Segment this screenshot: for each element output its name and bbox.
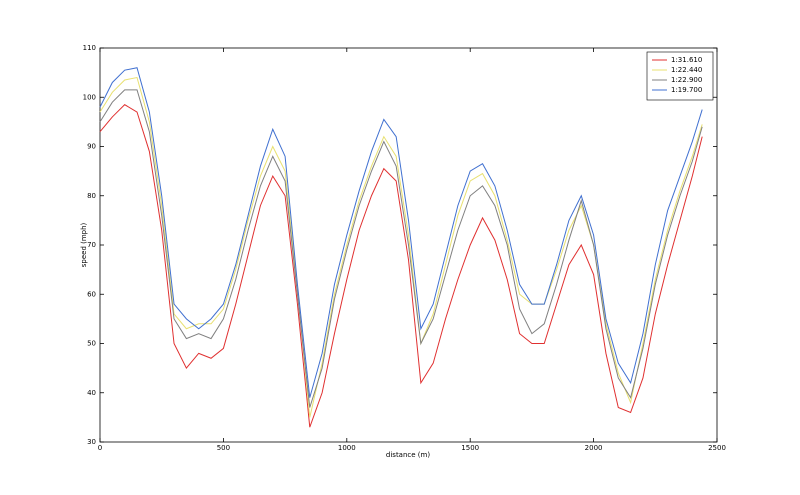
y-tick-label: 70 <box>87 241 96 249</box>
y-tick-label: 60 <box>87 290 96 298</box>
x-tick-label: 2500 <box>708 444 726 452</box>
y-tick-label: 80 <box>87 192 96 200</box>
legend-label: 1:22.900 <box>671 76 702 84</box>
x-tick-label: 1000 <box>338 444 356 452</box>
y-tick-label: 50 <box>87 340 96 348</box>
y-tick-label: 30 <box>87 438 96 446</box>
legend-label: 1:22.440 <box>671 66 702 74</box>
legend-label: 1:31.610 <box>671 56 702 64</box>
y-tick-label: 90 <box>87 143 96 151</box>
series-line <box>99 104 703 428</box>
legend-label: 1:19.700 <box>671 86 702 94</box>
x-tick-label: 0 <box>98 444 102 452</box>
y-tick-label: 100 <box>83 93 96 101</box>
y-tick-label: 110 <box>83 44 96 52</box>
y-tick-label: 40 <box>87 389 96 397</box>
x-tick-label: 1500 <box>461 444 479 452</box>
series-line <box>99 76 703 418</box>
x-axis-label: distance (m) <box>386 451 430 459</box>
x-tick-label: 500 <box>217 444 230 452</box>
series-line <box>99 89 703 408</box>
x-tick-label: 2000 <box>585 444 603 452</box>
y-axis-label: speed (mph) <box>80 222 88 267</box>
series-line <box>99 67 703 398</box>
